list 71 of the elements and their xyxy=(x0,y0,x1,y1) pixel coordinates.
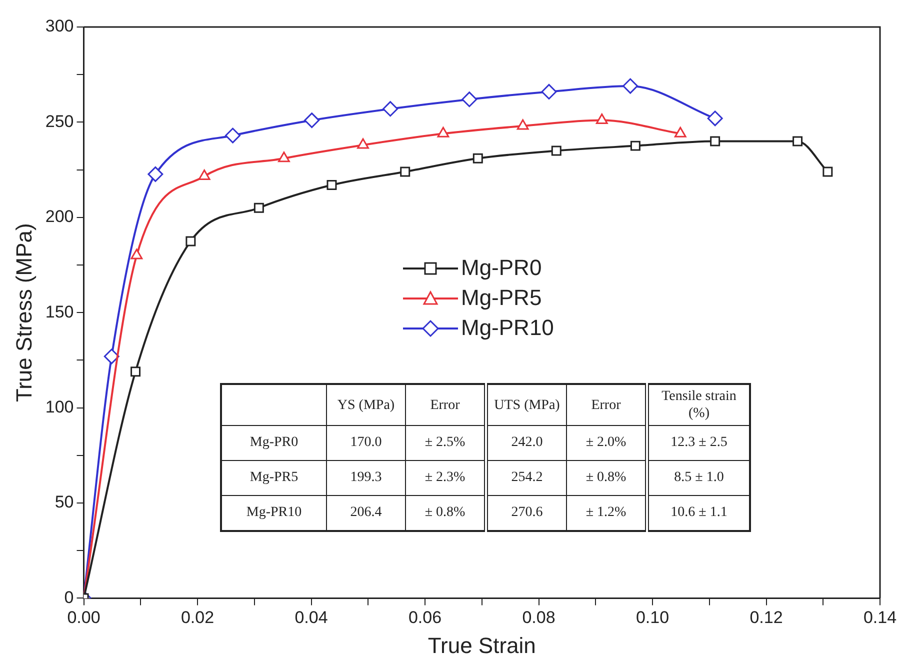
annotation: 206.4 xyxy=(326,496,406,531)
y-tick-label: 250 xyxy=(45,112,74,131)
x-tick-label: 0.10 xyxy=(636,608,670,628)
y-tick-label: 300 xyxy=(45,16,74,36)
point xyxy=(541,84,557,100)
point xyxy=(822,166,833,177)
x-tick-label: 0.12 xyxy=(750,608,783,628)
annotation: ± 0.8% xyxy=(566,460,647,496)
point xyxy=(516,119,529,130)
annotation: ± 2.0% xyxy=(566,426,647,460)
point xyxy=(630,140,640,151)
annotation: Mg-PR5 xyxy=(221,460,326,496)
annotation: ± 0.8% xyxy=(406,496,486,531)
point xyxy=(400,166,410,177)
annotation: 199.3 xyxy=(326,460,406,496)
point xyxy=(437,126,450,138)
annotation: Error xyxy=(566,384,647,426)
annotation: 270.6 xyxy=(486,496,566,531)
point xyxy=(382,101,398,117)
x-tick-label: 0.04 xyxy=(294,608,328,628)
annotation: Tensile strain (%) xyxy=(647,384,750,426)
point xyxy=(254,202,264,213)
y-tick-label: 150 xyxy=(45,302,74,322)
annotation: ± 2.5% xyxy=(406,426,486,460)
point xyxy=(357,138,369,149)
x-tick-label: 0.00 xyxy=(67,608,100,628)
point xyxy=(710,136,720,146)
x-tick-label: 0.08 xyxy=(522,608,556,628)
annotation: 10.6 ± 1.1 xyxy=(647,496,750,531)
annotation: 170.0 xyxy=(326,426,406,460)
point xyxy=(148,166,164,182)
point xyxy=(792,136,803,146)
y-tick-label: 50 xyxy=(54,492,74,512)
x-tick-label: 0.14 xyxy=(863,608,897,628)
point xyxy=(622,78,638,94)
point xyxy=(326,180,337,190)
y-tick-label: 0 xyxy=(64,588,74,607)
point xyxy=(186,236,196,246)
point xyxy=(596,114,608,124)
x-axis-title: True Strain xyxy=(428,632,536,658)
annotation: Mg-PR10 xyxy=(221,496,326,531)
annotation: Error xyxy=(406,384,486,426)
point xyxy=(130,366,141,377)
annotation: YS (MPa) xyxy=(326,384,406,426)
annotation: 242.0 xyxy=(486,426,566,460)
point xyxy=(674,126,686,138)
legend-label: Mg-PR10 xyxy=(461,315,554,341)
point xyxy=(472,153,483,164)
point xyxy=(462,92,478,108)
annotation: 12.3 ± 2.5 xyxy=(647,426,750,460)
point xyxy=(278,152,290,162)
point xyxy=(304,112,320,128)
point xyxy=(104,348,120,364)
point xyxy=(198,170,210,180)
legend-label: Mg-PR5 xyxy=(461,285,542,311)
annotation: 254.2 xyxy=(486,460,566,496)
point xyxy=(225,128,241,144)
point xyxy=(551,146,562,156)
legend-label: Mg-PR0 xyxy=(461,255,542,281)
y-axis-title: True Stress (MPa) xyxy=(11,223,36,402)
annotation: UTS (MPa) xyxy=(486,384,566,426)
annotation: ± 2.3% xyxy=(406,460,486,496)
annotation: ± 1.2% xyxy=(566,496,647,531)
annotation: 8.5 ± 1.0 xyxy=(647,460,750,496)
y-tick-label: 100 xyxy=(45,397,74,416)
x-tick-label: 0.02 xyxy=(180,608,214,628)
point xyxy=(707,110,723,126)
y-tick-label: 200 xyxy=(45,207,74,226)
x-tick-label: 0.06 xyxy=(408,608,442,628)
annotation: Mg-PR0 xyxy=(221,426,326,460)
point xyxy=(130,248,143,260)
